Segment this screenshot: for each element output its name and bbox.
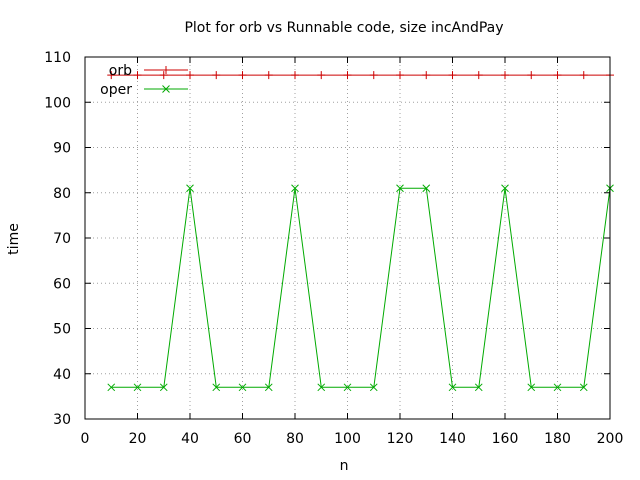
y-tick-label: 80 [53,186,71,202]
x-tick-label: 160 [492,431,519,447]
data-point-oper [186,184,194,193]
y-axis-label: time [6,223,22,255]
data-point-oper [317,383,326,392]
data-point-oper [448,383,457,392]
x-tick-label: 120 [387,431,414,447]
marker-stroke [422,184,431,193]
marker-stroke [264,383,273,392]
data-point-oper [133,383,142,392]
data-point-orb [422,71,431,80]
y-tick-label: 90 [53,141,71,157]
data-point-orb [317,71,326,80]
data-point-orb [133,71,142,80]
marker-stroke [474,383,483,392]
marker-stroke [212,383,221,392]
data-point-oper [501,184,509,193]
data-point-orb [501,71,509,80]
legend: orb oper [100,63,188,98]
data-point-orb [107,71,116,80]
data-point-oper [291,184,299,193]
data-point-orb [474,71,483,80]
legend-marker-oper [162,85,170,93]
data-point-orb [396,71,404,80]
marker-stroke [238,383,247,392]
y-tick-label: 70 [53,231,71,247]
data-point-oper [212,383,221,392]
x-tick-label: 80 [286,431,304,447]
data-point-orb [553,71,562,80]
ticks: 30 40 50 60 70 80 90 100 110 0 20 40 60 80 100 120 140 16… [44,50,623,447]
marker-stroke [107,383,116,392]
data-point-orb [369,71,378,80]
data-point-oper [238,383,247,392]
data-point-orb [579,71,588,80]
data-point-orb [186,71,194,80]
data-point-oper [553,383,562,392]
legend-label-oper: oper [100,82,132,98]
marker-stroke [343,383,352,392]
legend-marker-orb [162,66,170,74]
data-point-orb [343,71,352,80]
data-point-orb [448,71,457,80]
series-layer [107,71,614,392]
marker-stroke [527,383,536,392]
series-orb [107,71,614,80]
grid [85,57,610,419]
marker-stroke [291,184,299,193]
data-point-oper [107,383,116,392]
x-tick-label: 200 [597,431,624,447]
x-tick-label: 140 [439,431,466,447]
marker-stroke [553,383,562,392]
chart-title: Plot for orb vs Runnable code, size incA… [184,20,503,36]
x-tick-label: 20 [129,431,147,447]
marker-stroke [317,383,326,392]
marker-stroke [162,85,170,93]
x-axis-label: n [340,458,349,474]
data-point-orb [212,71,221,80]
data-point-oper [343,383,352,392]
marker-stroke [186,184,194,193]
x-tick-label: 40 [181,431,199,447]
marker-stroke [159,383,168,392]
marker-stroke [369,383,378,392]
data-point-oper [579,383,588,392]
marker-stroke [579,383,588,392]
x-tick-label: 100 [334,431,361,447]
series-line-oper [111,187,611,388]
x-tick-label: 0 [81,431,90,447]
y-tick-label: 40 [53,367,71,383]
data-point-oper [159,383,168,392]
y-tick-label: 60 [53,276,71,292]
y-tick-label: 50 [53,322,71,338]
data-point-oper [369,383,378,392]
y-tick-label: 110 [44,50,71,66]
legend-label-orb: orb [109,63,132,79]
data-point-oper [422,184,431,193]
marker-stroke [448,383,457,392]
y-tick-label: 30 [53,412,71,428]
data-point-oper [396,184,404,193]
data-point-orb [264,71,273,80]
data-point-orb [238,71,247,80]
data-point-orb [291,71,299,80]
marker-stroke [501,184,509,193]
x-tick-label: 60 [234,431,252,447]
y-tick-label: 100 [44,95,71,111]
x-tick-label: 180 [544,431,571,447]
data-point-oper [264,383,273,392]
data-point-oper [527,383,536,392]
data-point-oper [474,383,483,392]
data-point-orb [527,71,536,80]
marker-stroke [396,184,404,193]
data-point-orb [159,71,168,80]
marker-stroke [133,383,142,392]
